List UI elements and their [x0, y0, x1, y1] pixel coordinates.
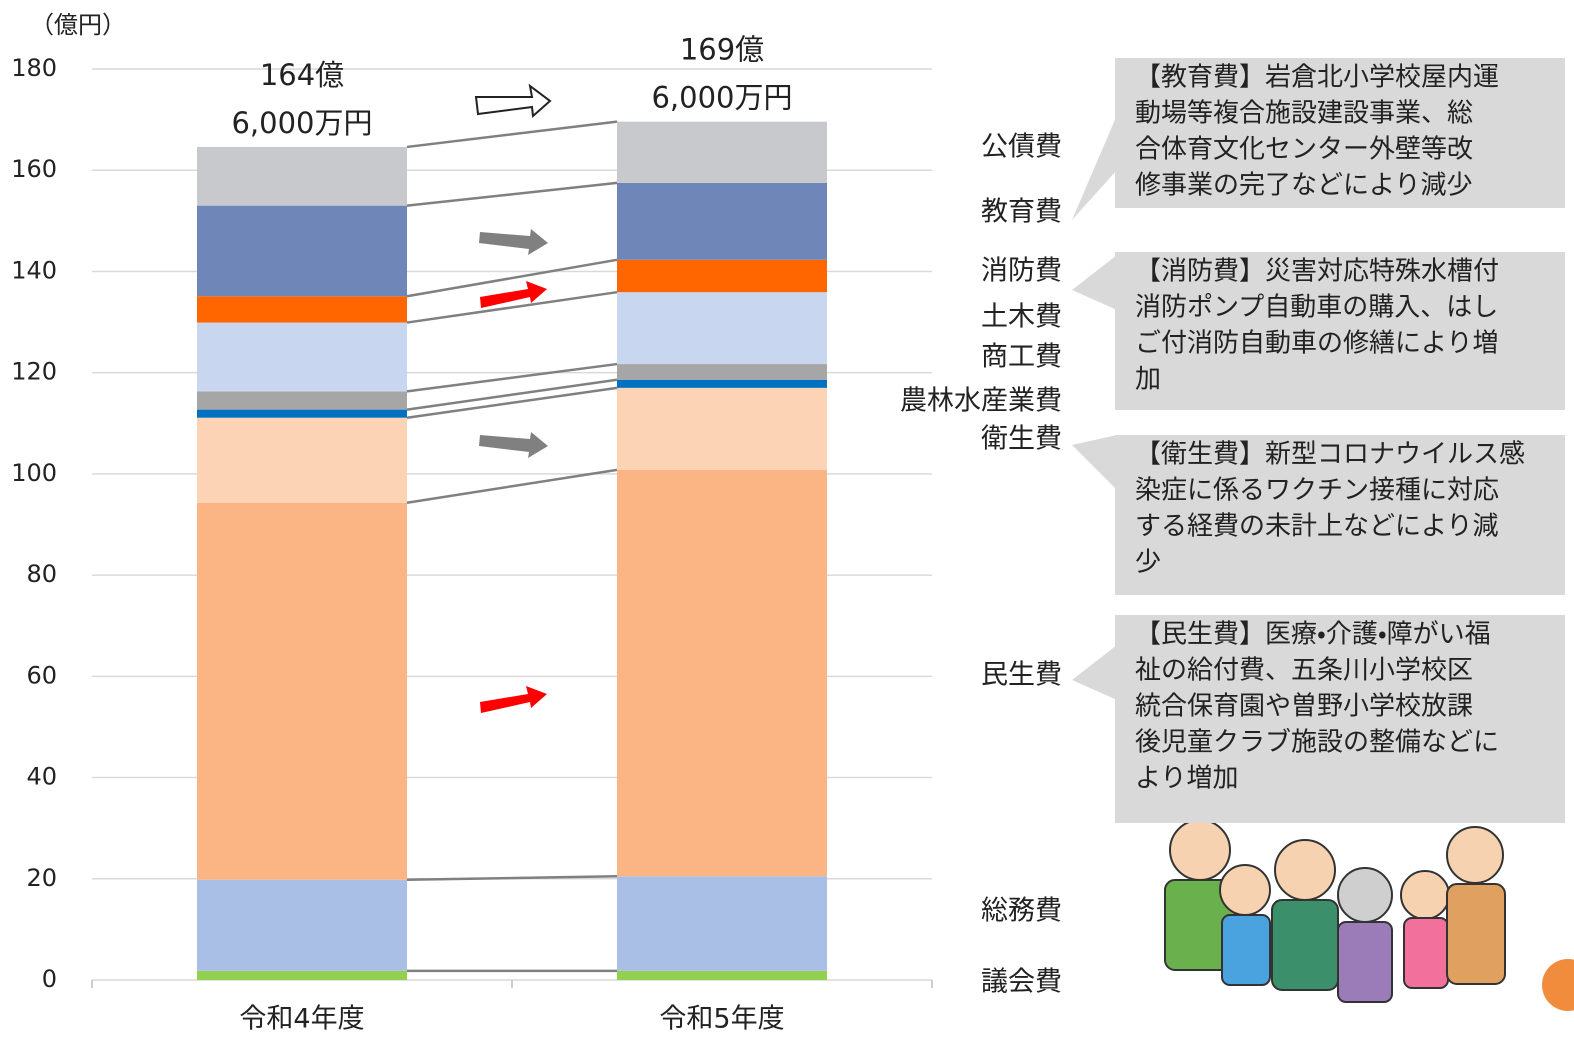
annotation: 【民生費】医療・介護・障がい福祉の給付費、五条川小学校区統合保育園や曽野小学校放…	[1072, 615, 1565, 823]
annotation-text: 【衛生費】新型コロナウイルス感	[1135, 440, 1525, 470]
annotation-text: する経費の未計上などにより減	[1135, 512, 1498, 542]
bar-segment	[617, 292, 827, 365]
annotation-text: 後児童クラブ施設の整備などに	[1135, 728, 1499, 758]
bar-segment	[197, 205, 407, 297]
bar-segment	[197, 146, 407, 206]
annotation-text: 【民生費】医療・介護・障がい福	[1135, 620, 1491, 650]
bar-segment	[617, 469, 827, 877]
connector-line	[406, 362, 618, 393]
bar-segment	[617, 364, 827, 380]
bar-segment	[197, 391, 407, 410]
increase-arrow	[480, 281, 547, 308]
total-label: 6,000万円	[651, 81, 792, 115]
connector-line	[406, 874, 618, 882]
annotation-text: より増加	[1135, 764, 1238, 794]
series-label: 教育費	[981, 197, 1062, 228]
callout-pointer	[1072, 115, 1117, 220]
bar-segment	[197, 970, 407, 980]
arrows	[474, 83, 552, 713]
annotation-box	[1115, 615, 1565, 823]
y-tick-label: 80	[26, 560, 57, 588]
total-label: 6,000万円	[231, 106, 372, 140]
y-tick-label: 40	[26, 763, 57, 791]
annotation-text: 消防ポンプ自動車の購入、はし	[1135, 293, 1498, 323]
y-tick-label: 60	[26, 661, 57, 689]
decrease-arrow	[479, 229, 548, 255]
annotation-text: 統合保育園や曽野小学校放課	[1135, 692, 1473, 722]
bar-segment	[197, 417, 407, 503]
annotation-text: 【消防費】災害対応特殊水槽付	[1135, 257, 1499, 287]
callout-pointer	[1072, 255, 1117, 310]
decrease-arrow	[479, 432, 548, 458]
annotation-text: 染症に係るワクチン接種に対応	[1135, 476, 1499, 506]
bar-segment	[197, 322, 407, 392]
connector-line	[406, 468, 618, 504]
y-tick-label: 20	[26, 864, 57, 892]
connector-line	[406, 290, 618, 324]
annotation-text: 【教育費】岩倉北小学校屋内運	[1135, 63, 1499, 93]
series-label: 土木費	[981, 302, 1062, 333]
series-label: 商工費	[981, 342, 1062, 373]
y-tick-label: 140	[11, 256, 57, 284]
series-label: 農林水産業費	[900, 386, 1062, 417]
annotation: 【衛生費】新型コロナウイルス感染症に係るワクチン接種に対応する経費の未計上などに…	[1072, 435, 1565, 595]
x-tick-label: 令和5年度	[659, 1004, 784, 1035]
increase-arrow	[480, 686, 547, 713]
y-tick-label: 120	[11, 358, 57, 386]
bar-segment	[617, 121, 827, 183]
x-tick-label: 令和4年度	[239, 1004, 364, 1035]
total-label: 169億	[680, 33, 764, 67]
bar-segment	[617, 876, 827, 971]
bar-segment	[617, 259, 827, 293]
bar-segment	[197, 296, 407, 323]
annotation-box	[1115, 435, 1565, 595]
annotation-text: 動場等複合施設建設事業、総	[1135, 99, 1473, 129]
bar-segment	[617, 182, 827, 260]
callout-pointer	[1072, 645, 1117, 700]
bar-segment	[617, 379, 827, 388]
bar-segment	[197, 409, 407, 418]
callout-pointer	[1072, 435, 1117, 490]
annotation: 【教育費】岩倉北小学校屋内運動場等複合施設建設事業、総合体育文化センター外壁等改…	[1072, 58, 1565, 220]
connector-line	[406, 120, 618, 149]
y-unit-label: （億円）	[30, 11, 126, 39]
series-label: 衛生費	[981, 424, 1062, 455]
annotation-text: 修事業の完了などにより減少	[1135, 171, 1472, 201]
annotation-text: 合体育文化センター外壁等改	[1135, 135, 1473, 165]
y-tick-label: 160	[11, 155, 57, 183]
series-label: 議会費	[981, 967, 1062, 998]
bar-segment	[617, 387, 827, 470]
total-label: 164億	[260, 58, 344, 92]
total-arrow	[474, 83, 552, 119]
connector-line	[406, 258, 618, 298]
bar-segment	[617, 970, 827, 980]
connector-line	[406, 181, 618, 207]
annotation: 【消防費】災害対応特殊水槽付消防ポンプ自動車の購入、はしご付消防自動車の修繕によ…	[1072, 252, 1565, 410]
annotation-text: 加	[1135, 365, 1161, 395]
series-label: 総務費	[981, 896, 1062, 927]
family-illustration	[1164, 819, 1574, 1011]
y-tick-label: 180	[11, 54, 57, 82]
connector-line	[406, 378, 618, 411]
annotation-text: 祉の給付費、五条川小学校区	[1135, 656, 1473, 686]
y-tick-label: 0	[42, 965, 57, 993]
connector-line	[406, 386, 618, 419]
series-label: 消防費	[981, 256, 1062, 287]
bar-segment	[197, 879, 407, 971]
series-label: 民生費	[981, 660, 1062, 691]
bar-segment	[197, 502, 407, 880]
annotation-text: ご付消防自動車の修繕により増	[1135, 329, 1498, 359]
annotation-text: 少	[1135, 548, 1161, 578]
series-label: 公債費	[981, 132, 1062, 163]
annotation-box	[1115, 252, 1565, 410]
annotation-box	[1115, 58, 1565, 208]
y-tick-label: 100	[11, 459, 57, 487]
